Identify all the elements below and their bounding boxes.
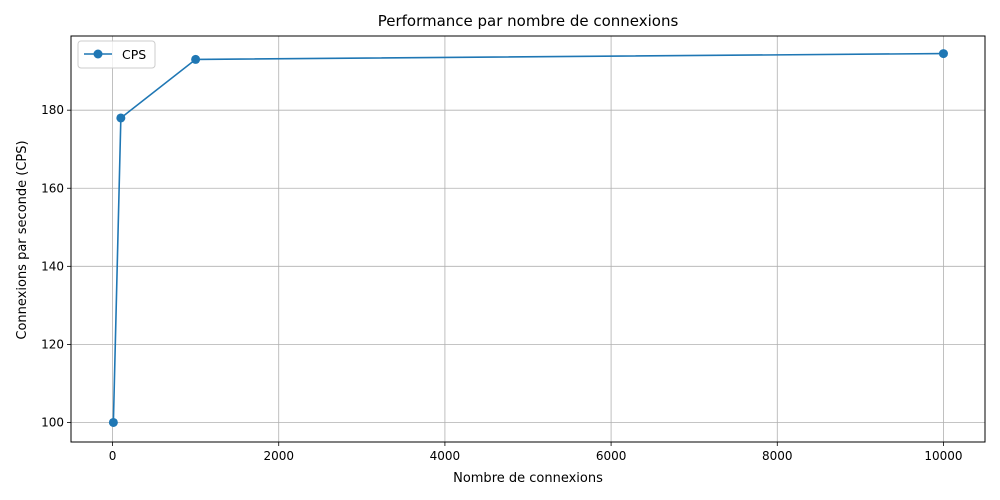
data-point: [191, 54, 201, 64]
x-axis: 0 2000 4000 6000 8000 10000: [109, 442, 963, 463]
y-axis: 100 120 140 160 180: [41, 103, 71, 429]
chart-title: Performance par nombre de connexions: [378, 12, 679, 30]
data-point: [116, 113, 126, 123]
y-tick-label: 140: [41, 259, 64, 273]
data-point: [108, 417, 118, 427]
legend-entry-cps: CPS: [122, 47, 146, 62]
x-tick-label: 2000: [263, 449, 294, 463]
grid: [71, 36, 985, 442]
series-line-cps: [112, 52, 944, 423]
y-tick-label: 120: [41, 337, 64, 351]
plot-frame: [70, 35, 986, 443]
x-tick-label: 6000: [596, 449, 627, 463]
x-tick-label: 4000: [430, 449, 461, 463]
x-tick-label: 0: [109, 449, 117, 463]
y-tick-label: 100: [41, 415, 64, 429]
x-tick-label: 10000: [924, 449, 962, 463]
data-point: [938, 49, 948, 59]
x-tick-label: 8000: [762, 449, 793, 463]
legend-marker-swatch: [93, 49, 103, 59]
y-tick-label: 160: [41, 181, 64, 195]
series-layer: [108, 49, 948, 427]
legend: CPS: [77, 40, 156, 69]
legend-box: [77, 40, 156, 69]
x-axis-label: Nombre de connexions: [453, 471, 603, 486]
y-axis-label: Connexions par seconde (CPS): [15, 140, 30, 339]
y-tick-label: 180: [41, 103, 64, 117]
